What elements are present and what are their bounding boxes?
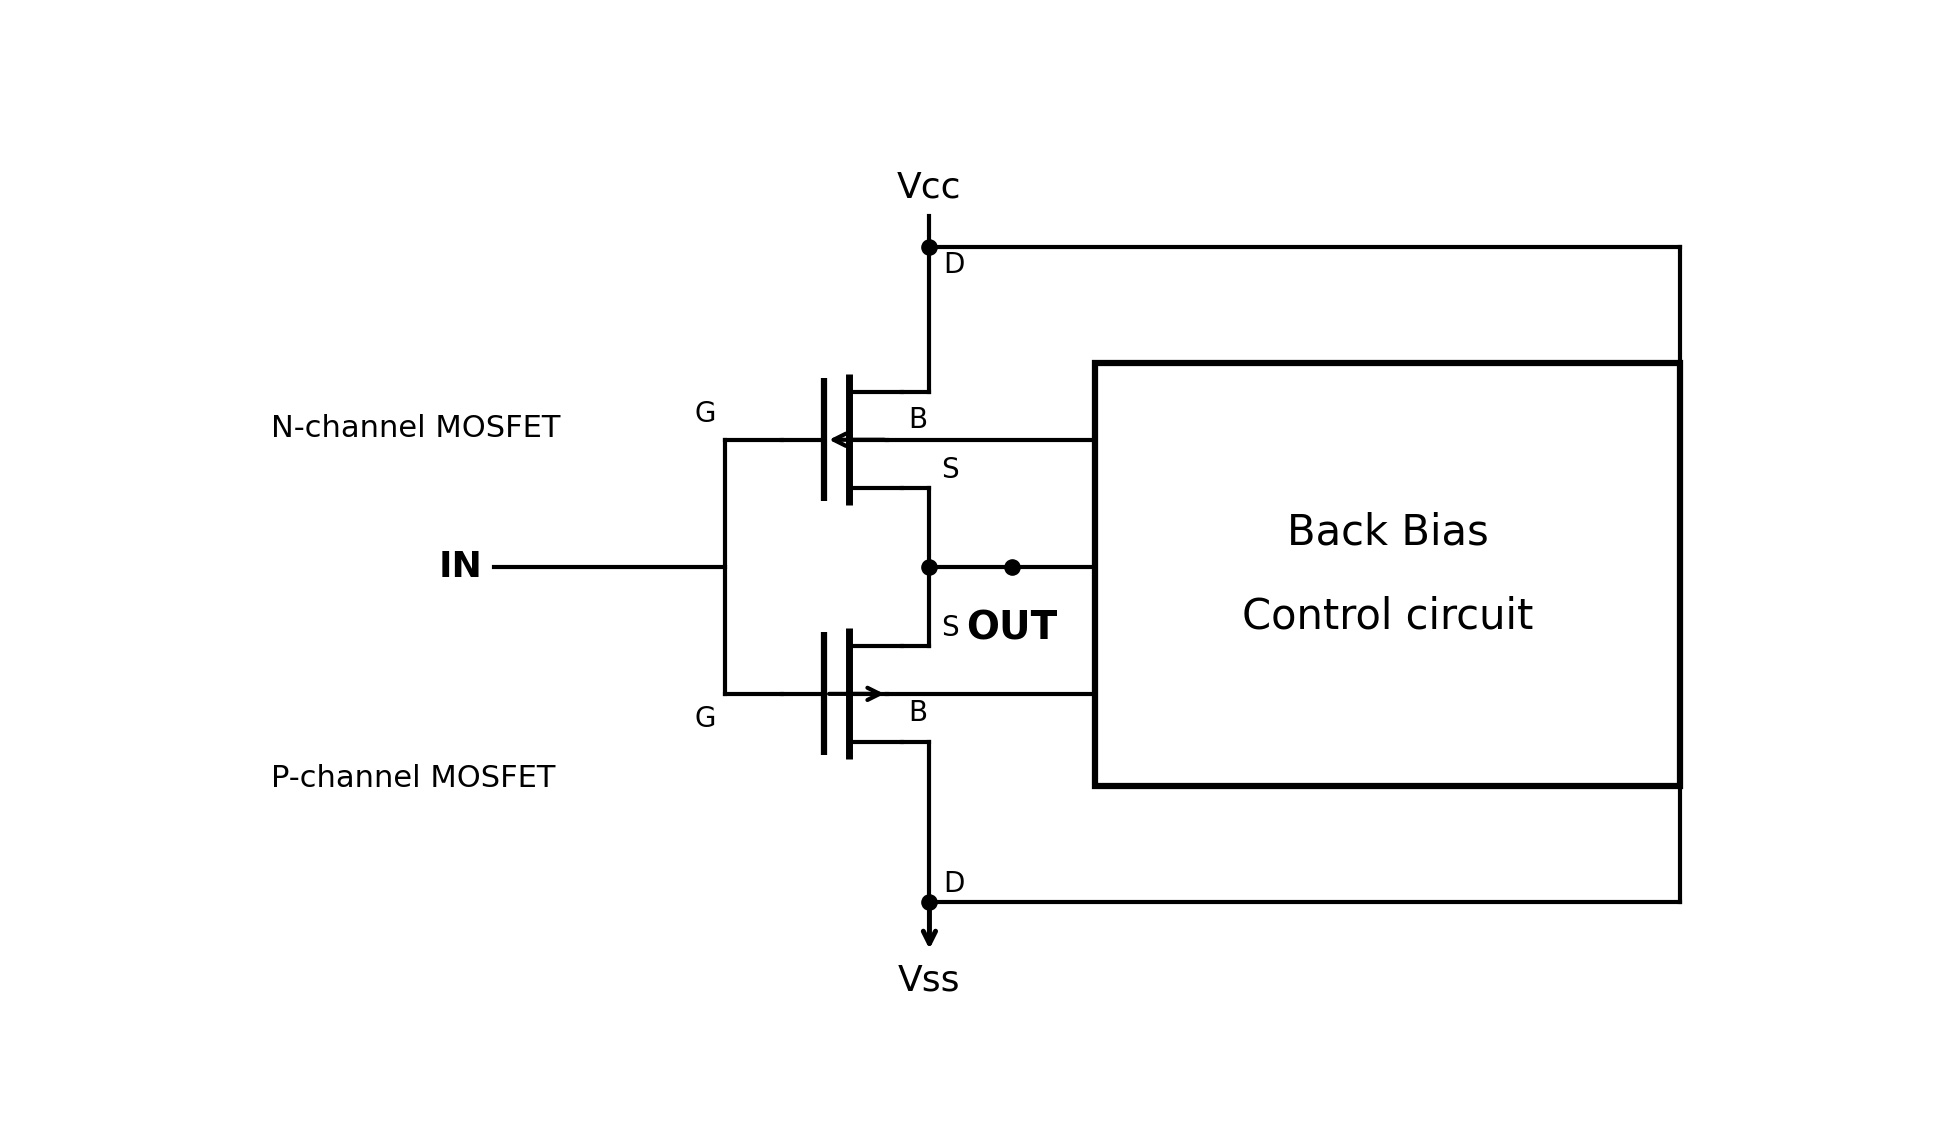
Text: G: G: [694, 400, 716, 429]
Bar: [1095, 362, 1680, 786]
Text: B: B: [908, 700, 928, 727]
Point: [914, 893, 945, 911]
Point: [914, 558, 945, 576]
Text: G: G: [694, 705, 716, 734]
Text: OUT: OUT: [967, 609, 1058, 647]
Text: D: D: [943, 251, 965, 279]
Text: Vcc: Vcc: [897, 171, 961, 205]
Text: S: S: [941, 614, 959, 642]
Point: [996, 558, 1027, 576]
Text: Control circuit: Control circuit: [1243, 596, 1533, 638]
Text: Back Bias: Back Bias: [1288, 511, 1488, 553]
Text: S: S: [941, 456, 959, 483]
Text: B: B: [908, 407, 928, 434]
Text: D: D: [943, 870, 965, 898]
Text: P-channel MOSFET: P-channel MOSFET: [270, 764, 556, 793]
Text: Vss: Vss: [899, 964, 961, 998]
Text: N-channel MOSFET: N-channel MOSFET: [270, 414, 560, 442]
Text: IN: IN: [440, 550, 482, 584]
Point: [914, 238, 945, 256]
